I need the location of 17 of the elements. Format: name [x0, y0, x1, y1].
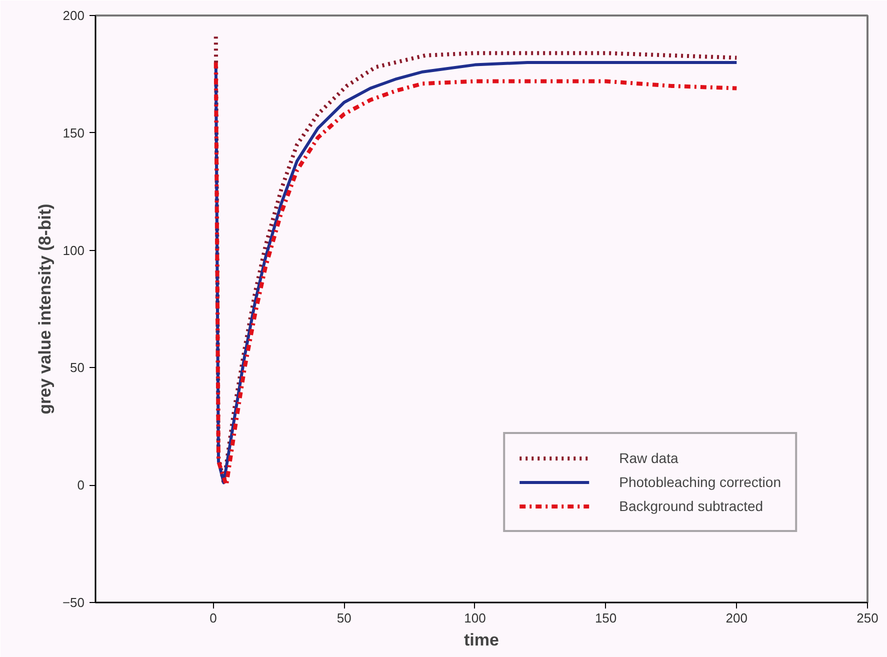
x-tick-label: 50 [336, 610, 352, 626]
legend-label: Background subtracted [619, 498, 764, 514]
y-tick-label: 50 [70, 360, 85, 376]
x-tick-label: 100 [464, 610, 486, 626]
x-tick-label: 200 [726, 610, 748, 626]
legend-label: Photobleaching correction [619, 474, 781, 490]
x-tick-label: 0 [210, 610, 217, 626]
y-tick-label: −50 [62, 595, 85, 610]
x-axis-title: time [464, 630, 499, 650]
y-axis-title: grey value intensity (8-bit) [35, 204, 54, 414]
x-tick-label: 150 [594, 610, 617, 626]
y-tick-label: 150 [62, 125, 85, 140]
y-tick-label: 200 [62, 8, 85, 23]
x-tick-label: 250 [856, 610, 878, 626]
y-tick-label: 100 [62, 242, 85, 258]
y-tick-label: 0 [77, 478, 85, 493]
legend-label: Raw data [619, 450, 678, 466]
